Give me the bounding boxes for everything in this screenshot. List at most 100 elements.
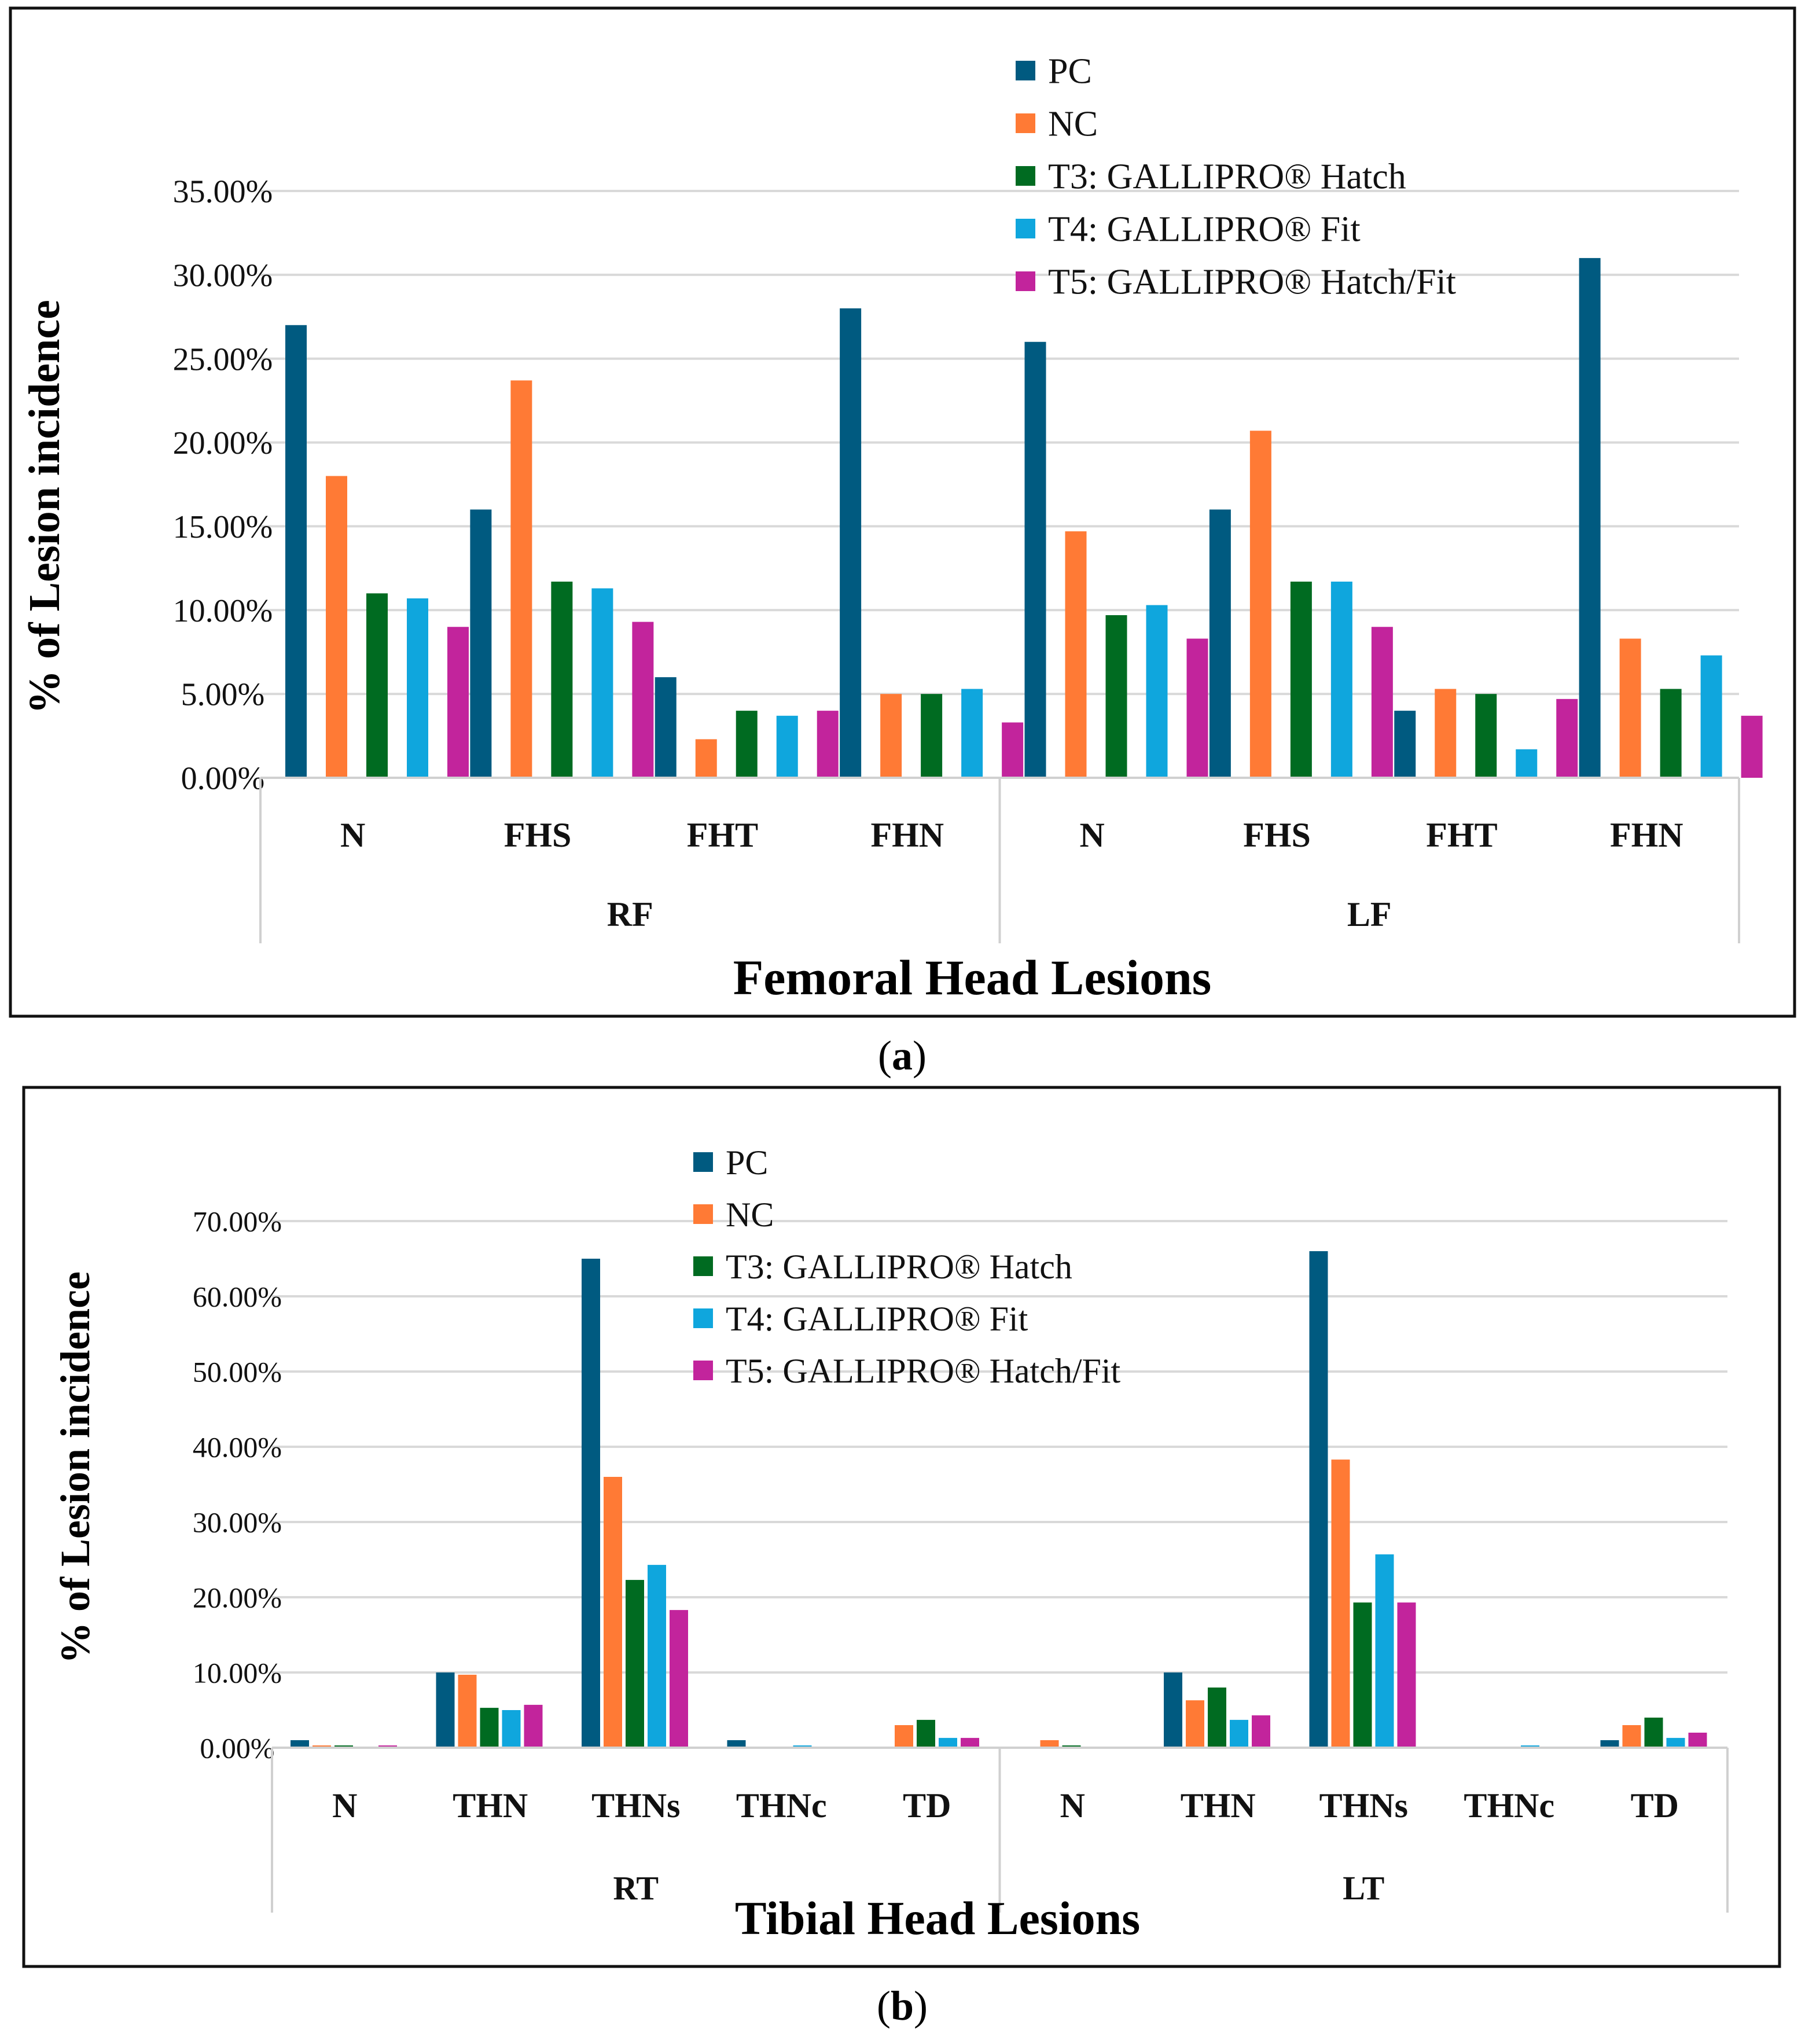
y-tick-label: 30.00% — [193, 1506, 282, 1539]
chart-b: 0.00% 10.00% 20.00% 30.00% 40.00% 50.00% 60.00… — [22, 1086, 1781, 1968]
bar-t3 — [921, 694, 943, 778]
bar-nc — [695, 739, 717, 778]
legend-label: NC — [726, 1196, 774, 1234]
legend-label: T5: GALLIPRO® Hatch/Fit — [726, 1352, 1121, 1390]
category-label: N — [332, 1786, 357, 1825]
panel-a-label: (a) — [878, 1032, 927, 1079]
y-tick-label: 0.00% — [181, 761, 265, 797]
bar-t5 — [817, 711, 839, 778]
y-tick-label: 20.00% — [193, 1582, 282, 1614]
bar-t3 — [736, 711, 758, 778]
bar-nc — [1065, 531, 1087, 778]
bar-t5 — [670, 1610, 688, 1748]
bar-pc — [1209, 509, 1231, 778]
legend-swatch-pc — [1016, 61, 1035, 80]
bar-t4 — [1516, 749, 1538, 778]
category-label: TD — [903, 1786, 951, 1825]
category-label: THN — [1181, 1786, 1256, 1825]
bar-pc — [285, 325, 307, 778]
bar-t3 — [1290, 582, 1312, 778]
chart-a-gridlines — [260, 190, 1739, 779]
bar-t4 — [502, 1710, 521, 1748]
bar-nc — [895, 1725, 913, 1748]
category-label: FHN — [870, 816, 944, 854]
bar-pc — [655, 677, 677, 778]
bar-nc — [1619, 638, 1641, 778]
y-tick-label: 25.00% — [173, 341, 273, 377]
y-tick-label: 70.00% — [193, 1205, 282, 1238]
category-label: FHS — [1243, 816, 1311, 854]
bar-t4 — [648, 1565, 666, 1748]
y-tick-label: 60.00% — [193, 1281, 282, 1313]
bar-nc — [1040, 1740, 1059, 1748]
y-tick-label: 0.00% — [200, 1732, 274, 1764]
y-tick-label: 10.00% — [193, 1657, 282, 1689]
y-tick-label: 40.00% — [193, 1431, 282, 1464]
category-label: THNc — [736, 1786, 827, 1825]
bar-t3 — [917, 1719, 935, 1748]
bar-nc — [1186, 1700, 1204, 1748]
bar-t3 — [551, 582, 573, 778]
category-label: FHS — [504, 816, 572, 854]
bar-pc — [291, 1740, 309, 1748]
bar-t3 — [1208, 1688, 1226, 1748]
chart-a-title: Femoral Head Lesions — [733, 950, 1212, 1005]
bar-nc — [1622, 1725, 1641, 1748]
bar-nc — [326, 476, 347, 778]
bar-pc — [470, 509, 492, 778]
bar-pc — [1309, 1251, 1328, 1748]
bar-nc — [1331, 1460, 1350, 1748]
category-label: FHT — [687, 816, 758, 854]
bar-t5 — [1002, 722, 1024, 778]
chart-a-frame — [9, 6, 1796, 1018]
legend-label: T5: GALLIPRO® Hatch/Fit — [1048, 263, 1456, 302]
bar-t3 — [480, 1708, 499, 1748]
legend-swatch-t5 — [1016, 271, 1035, 291]
chart-a-y-ticks: 0.00% 5.00% 10.00% 15.00% 20.00% 25.00% 30.00%… — [173, 174, 273, 797]
category-label: N — [1060, 1786, 1085, 1825]
chart-b-y-axis-label: % of Lesion incidence — [52, 1271, 98, 1664]
bar-t5 — [1556, 699, 1578, 778]
bar-t3 — [1644, 1718, 1663, 1748]
bar-t5 — [961, 1738, 979, 1748]
bar-t5 — [1397, 1602, 1416, 1748]
bar-t3 — [1660, 689, 1682, 778]
y-tick-label: 50.00% — [193, 1356, 282, 1388]
bar-t3 — [1105, 615, 1127, 778]
legend-label: T4: GALLIPRO® Fit — [1048, 210, 1361, 249]
legend-label: PC — [726, 1144, 768, 1182]
chart-b-bars — [291, 1251, 1707, 1748]
bar-t4 — [776, 715, 798, 778]
bar-t5 — [1688, 1733, 1707, 1748]
legend-swatch-nc — [1016, 113, 1035, 133]
chart-a-y-axis-label: % of Lesion incidence — [20, 300, 69, 714]
legend-swatch-t4 — [693, 1308, 713, 1328]
legend-swatch-t4 — [1016, 219, 1035, 238]
y-tick-label: 30.00% — [173, 258, 273, 293]
legend-label: NC — [1048, 105, 1098, 144]
bar-t5 — [524, 1704, 543, 1748]
legend-label: T3: GALLIPRO® Hatch — [1048, 157, 1406, 197]
bar-nc — [604, 1477, 622, 1748]
y-tick-label: 20.00% — [173, 425, 273, 461]
bar-pc — [1164, 1672, 1182, 1748]
bar-t4 — [961, 689, 983, 778]
bar-pc — [1579, 258, 1601, 778]
bar-pc — [1394, 711, 1416, 778]
bar-t4 — [1146, 605, 1168, 778]
chart-a-category-axis — [259, 777, 1740, 943]
bar-t3 — [366, 593, 388, 778]
bar-t5 — [1252, 1715, 1270, 1748]
chart-a-category-labels: N FHS FHT FHN N FHS FHT FHN RF LF — [340, 816, 1683, 933]
chart-b-legend: PC NC T3: GALLIPRO® Hatch T4: GALLIPRO® Fit… — [693, 1144, 1121, 1390]
group-label: RF — [607, 895, 653, 933]
category-label: THNc — [1464, 1786, 1554, 1825]
chart-b-category-axis — [271, 1747, 1729, 1913]
legend-swatch-pc — [693, 1152, 713, 1172]
bar-pc — [1024, 341, 1046, 778]
bar-t5 — [1186, 638, 1208, 778]
legend-label: PC — [1048, 52, 1092, 91]
bar-nc — [510, 380, 532, 778]
bar-nc — [880, 694, 902, 778]
